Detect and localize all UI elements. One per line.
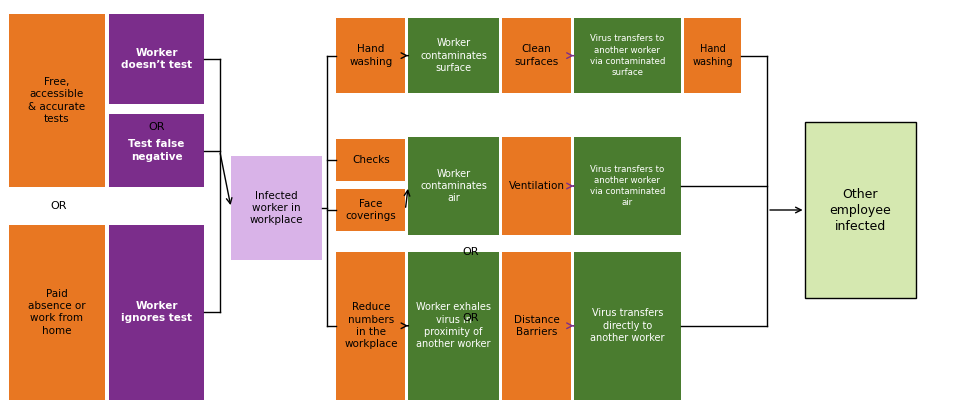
Text: Infected
worker in
workplace: Infected worker in workplace: [250, 191, 303, 225]
FancyBboxPatch shape: [336, 139, 405, 181]
FancyBboxPatch shape: [574, 252, 681, 400]
Text: Virus transfers to
another worker
via contaminated
surface: Virus transfers to another worker via co…: [589, 34, 665, 77]
FancyBboxPatch shape: [574, 137, 681, 235]
Text: Hand
washing: Hand washing: [692, 45, 732, 67]
FancyBboxPatch shape: [336, 189, 405, 231]
Text: OR: OR: [51, 201, 67, 211]
Text: OR: OR: [148, 121, 165, 131]
FancyBboxPatch shape: [9, 225, 105, 400]
Text: Distance
Barriers: Distance Barriers: [514, 315, 560, 337]
Text: Worker exhales
virus in
proximity of
another worker: Worker exhales virus in proximity of ano…: [417, 302, 492, 349]
FancyBboxPatch shape: [502, 252, 571, 400]
FancyBboxPatch shape: [408, 137, 499, 235]
Text: Paid
absence or
work from
home: Paid absence or work from home: [28, 289, 85, 336]
Text: Worker
doesn’t test: Worker doesn’t test: [121, 47, 192, 70]
Text: Worker
ignores test: Worker ignores test: [121, 301, 192, 323]
FancyBboxPatch shape: [336, 252, 405, 400]
FancyBboxPatch shape: [502, 18, 571, 93]
FancyBboxPatch shape: [408, 18, 499, 93]
FancyBboxPatch shape: [108, 114, 204, 187]
Text: Virus transfers
directly to
another worker: Virus transfers directly to another work…: [590, 308, 664, 343]
FancyBboxPatch shape: [108, 14, 204, 104]
Text: Virus transfers to
another worker
via contaminated
air: Virus transfers to another worker via co…: [589, 165, 665, 207]
FancyBboxPatch shape: [684, 18, 741, 93]
Text: Hand
washing: Hand washing: [349, 45, 393, 67]
FancyBboxPatch shape: [108, 225, 204, 400]
FancyBboxPatch shape: [9, 14, 105, 187]
FancyBboxPatch shape: [574, 18, 681, 93]
Text: Worker
contaminates
surface: Worker contaminates surface: [420, 38, 487, 73]
Text: Free,
accessible
& accurate
tests: Free, accessible & accurate tests: [29, 77, 85, 124]
Text: OR: OR: [462, 313, 479, 323]
Text: Worker
contaminates
air: Worker contaminates air: [420, 168, 487, 203]
Text: Other
employee
infected: Other employee infected: [829, 187, 892, 233]
Text: OR: OR: [462, 247, 479, 257]
FancyBboxPatch shape: [502, 137, 571, 235]
FancyBboxPatch shape: [805, 122, 916, 298]
Text: Ventilation: Ventilation: [509, 181, 564, 191]
FancyBboxPatch shape: [231, 156, 322, 260]
Text: Reduce
numbers
in the
workplace: Reduce numbers in the workplace: [344, 302, 397, 349]
FancyBboxPatch shape: [408, 252, 499, 400]
Text: Checks: Checks: [352, 155, 390, 165]
Text: Face
coverings: Face coverings: [346, 199, 396, 221]
FancyBboxPatch shape: [336, 18, 405, 93]
Text: Test false
negative: Test false negative: [129, 139, 184, 162]
Text: Clean
surfaces: Clean surfaces: [515, 45, 559, 67]
